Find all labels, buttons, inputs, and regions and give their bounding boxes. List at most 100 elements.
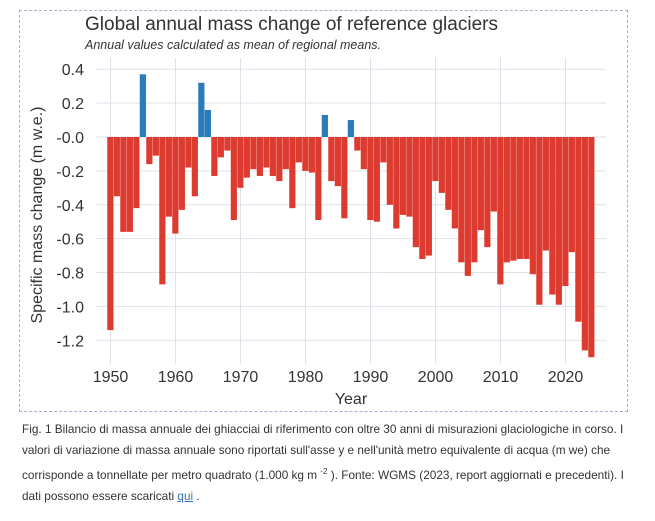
bar-1984 xyxy=(328,137,335,182)
figure-caption: Fig. 1 Bilancio di massa annuale dei ghi… xyxy=(22,419,628,507)
bar-1964 xyxy=(198,82,205,137)
x-tick-label: 1950 xyxy=(93,369,129,386)
bar-1953 xyxy=(126,137,133,232)
bar-1981 xyxy=(308,137,315,173)
bar-2012 xyxy=(510,137,517,261)
bar-1950 xyxy=(107,137,114,331)
bar-1957 xyxy=(152,137,159,156)
bar-2018 xyxy=(549,137,556,295)
bar-1968 xyxy=(224,137,231,151)
y-tick-label: 0.4 xyxy=(62,62,84,79)
bar-1980 xyxy=(302,137,309,171)
bar-2001 xyxy=(438,137,445,193)
bar-2003 xyxy=(451,137,458,229)
bar-2002 xyxy=(445,137,452,210)
bar-1995 xyxy=(399,137,406,215)
bar-1962 xyxy=(185,137,192,168)
bar-1978 xyxy=(289,137,296,209)
caption-trailing: . xyxy=(193,488,200,503)
bar-1992 xyxy=(380,137,387,163)
bar-1969 xyxy=(230,137,237,221)
x-tick-label: 2000 xyxy=(418,369,454,386)
y-tick-label: -1.0 xyxy=(56,299,84,316)
bar-1966 xyxy=(211,137,218,176)
bar-1993 xyxy=(386,137,393,205)
y-tick-label: -1.2 xyxy=(56,333,84,350)
bar-2013 xyxy=(516,137,523,259)
bar-1975 xyxy=(269,137,276,176)
bar-1952 xyxy=(120,137,127,232)
bar-1991 xyxy=(373,137,380,222)
bar-1976 xyxy=(276,137,283,182)
bar-1994 xyxy=(393,137,400,229)
bar-2024 xyxy=(588,137,595,358)
bar-1958 xyxy=(159,137,166,285)
bar-2000 xyxy=(432,137,439,182)
bar-2017 xyxy=(542,137,549,251)
x-tick-label: 1980 xyxy=(288,369,324,386)
download-link[interactable]: qui xyxy=(177,488,194,503)
x-tick-label: 2010 xyxy=(483,369,519,386)
bar-1972 xyxy=(250,137,257,170)
chart-title: Global annual mass change of reference g… xyxy=(85,14,498,35)
bar-1987 xyxy=(347,120,354,137)
y-tick-label: -0.0 xyxy=(56,130,84,147)
bar-1956 xyxy=(146,137,153,165)
bar-2004 xyxy=(458,137,465,263)
bar-2022 xyxy=(575,137,582,322)
bar-1960 xyxy=(172,137,179,234)
bar-1959 xyxy=(165,137,172,217)
bar-2019 xyxy=(555,137,562,305)
bar-1997 xyxy=(412,137,419,248)
bar-1999 xyxy=(425,137,432,256)
bar-1965 xyxy=(204,109,211,137)
bar-1982 xyxy=(315,137,322,221)
bar-2010 xyxy=(497,137,504,285)
x-tick-label: 1960 xyxy=(158,369,194,386)
bar-2014 xyxy=(523,137,530,259)
bar-1974 xyxy=(263,137,270,168)
x-axis-label: Year xyxy=(335,391,368,408)
y-axis-label: Specific mass change (m w.e.) xyxy=(29,107,46,324)
bar-1963 xyxy=(191,137,198,197)
bar-1989 xyxy=(360,137,367,170)
bar-1954 xyxy=(133,137,140,209)
y-tick-label: -0.6 xyxy=(56,232,84,249)
bar-2009 xyxy=(490,137,497,212)
bar-2007 xyxy=(477,137,484,231)
bar-1985 xyxy=(334,137,341,187)
chart-subtitle: Annual values calculated as mean of regi… xyxy=(85,38,382,52)
bar-2020 xyxy=(562,137,569,287)
bar-1998 xyxy=(419,137,426,259)
x-tick-label: 1970 xyxy=(223,369,259,386)
x-tick-label: 1990 xyxy=(353,369,389,386)
caption-text: Fig. 1 Bilancio di massa annuale dei ghi… xyxy=(22,422,624,482)
bar-1971 xyxy=(243,137,250,178)
bar-1955 xyxy=(139,74,146,137)
bar-2006 xyxy=(471,137,478,263)
bar-2005 xyxy=(464,137,471,276)
bar-1988 xyxy=(354,137,361,151)
bar-1996 xyxy=(406,137,413,217)
bar-1961 xyxy=(178,137,185,210)
bar-1983 xyxy=(321,114,328,137)
caption-text-2: ). Fonte: WGMS (2023, report aggiornati … xyxy=(22,467,624,503)
bar-2015 xyxy=(529,137,536,275)
bar-1979 xyxy=(295,137,302,163)
bar-2011 xyxy=(503,137,510,263)
bar-1977 xyxy=(282,137,289,170)
bar-2023 xyxy=(581,137,588,351)
mass-change-chart: 0.4 0.2 -0.0 -0.2 -0.4 -0.6 -0.8 -1.0 -1.2 1950 19… xyxy=(29,58,606,408)
y-tick-label: -0.4 xyxy=(56,198,84,215)
y-tick-label: -0.8 xyxy=(56,266,84,283)
bar-2021 xyxy=(568,137,575,253)
bar-1973 xyxy=(256,137,263,176)
x-tick-label: 2020 xyxy=(548,369,584,386)
bar-1990 xyxy=(367,137,374,221)
y-tick-label: -0.2 xyxy=(56,164,84,181)
bar-2008 xyxy=(484,137,491,248)
bar-1967 xyxy=(217,137,224,158)
bar-2016 xyxy=(536,137,543,305)
y-tick-label: 0.2 xyxy=(62,96,84,113)
bar-1970 xyxy=(237,137,244,188)
